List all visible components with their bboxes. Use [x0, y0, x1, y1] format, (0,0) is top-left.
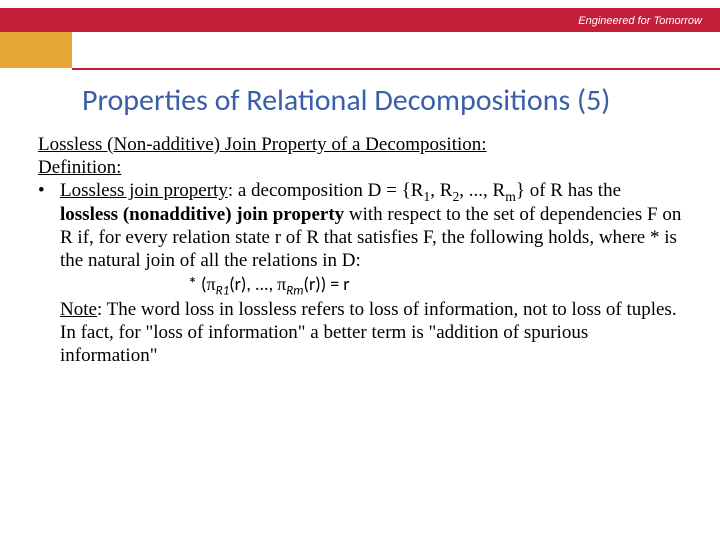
bullet-text-d: } of R has the [516, 180, 621, 201]
body-text: Lossless (Non-additive) Join Property of… [38, 133, 682, 368]
sub-m: m [505, 189, 516, 204]
bullet-text-b: , R [430, 180, 452, 201]
subtitle-definition: Definition: [38, 156, 682, 179]
bullet-lead: Lossless join property [60, 180, 228, 201]
slide-content: Properties of Relational Decompositions … [38, 82, 682, 368]
formula: * (πR1(r), ..., πRm(r)) = r [188, 274, 682, 296]
slide-title: Properties of Relational Decompositions … [82, 82, 682, 119]
bullet-text-a: : a decomposition D = {R [228, 180, 424, 201]
bullet-bold2: lossless (nonadditive) join property [60, 204, 344, 225]
brand-text: Engineered for Tomorrow [578, 15, 702, 27]
subtitle-lossless: Lossless (Non-additive) Join Property of… [38, 133, 682, 156]
formula-c: (r)) = r [304, 273, 350, 295]
bullet-item: • Lossless join property: a decompositio… [38, 179, 682, 272]
header-bar: Engineered for Tomorrow [0, 10, 720, 32]
pi-1: π [207, 274, 216, 294]
formula-a: * ( [188, 273, 207, 295]
formula-sub1: R1 [216, 284, 230, 299]
note-text: : The word loss in lossless refers to lo… [60, 299, 677, 366]
formula-sub2: Rm [286, 284, 303, 299]
formula-b: (r), ..., [229, 273, 277, 295]
bullet-marker: • [38, 179, 60, 272]
note-block: Note: The word loss in lossless refers t… [60, 298, 682, 368]
header-rule [72, 68, 720, 70]
pi-2: π [277, 274, 286, 294]
bullet-content: Lossless join property: a decomposition … [60, 179, 682, 272]
note-label: Note [60, 299, 97, 320]
header-accent-block [0, 32, 72, 68]
bullet-text-c: , ..., R [459, 180, 505, 201]
